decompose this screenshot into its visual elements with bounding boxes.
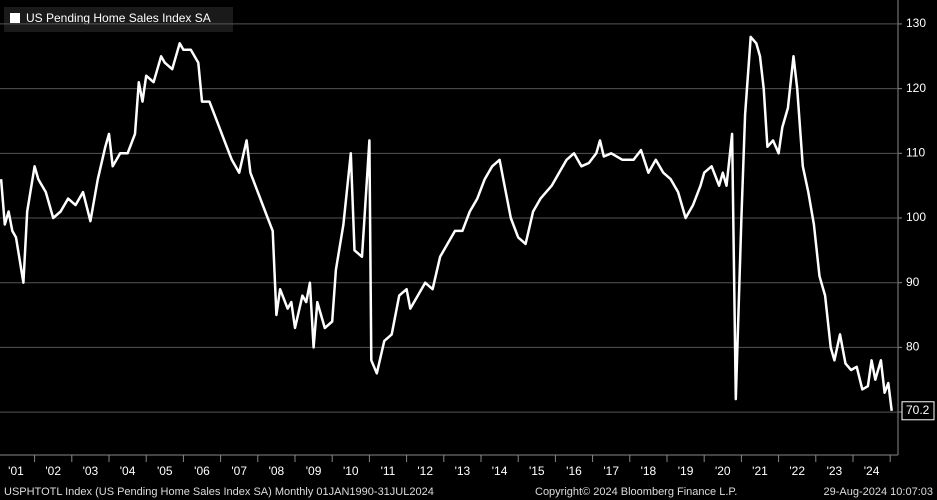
- x-tick-label: '22: [789, 464, 805, 478]
- y-tick-label: 80: [906, 340, 920, 354]
- x-tick-label: '21: [752, 464, 768, 478]
- legend-swatch: [10, 13, 20, 23]
- last-value-box: [901, 401, 935, 421]
- x-tick-label: '05: [157, 464, 173, 478]
- y-tick-label: 130: [906, 16, 926, 30]
- x-tick-label: '04: [120, 464, 136, 478]
- x-tick-label: '03: [83, 464, 99, 478]
- y-tick-label: 120: [906, 81, 926, 95]
- x-tick-label: '09: [306, 464, 322, 478]
- legend-label: US Pending Home Sales Index SA: [26, 11, 211, 25]
- y-tick-label: 110: [906, 145, 925, 159]
- x-tick-label: '15: [529, 464, 545, 478]
- y-tick-label: 100: [906, 210, 926, 224]
- x-tick-label: '01: [8, 464, 24, 478]
- x-tick-label: '10: [343, 464, 359, 478]
- last-value-label: 70.2: [906, 403, 930, 417]
- y-tick-label: 90: [906, 275, 920, 289]
- x-tick-label: '08: [269, 464, 285, 478]
- footer-date: 29-Aug-2024 10:07:03: [824, 486, 933, 498]
- x-tick-label: '20: [715, 464, 731, 478]
- x-tick-label: '13: [455, 464, 471, 478]
- x-tick-label: '12: [417, 464, 433, 478]
- x-tick-label: '11: [381, 464, 396, 478]
- x-tick-label: '19: [678, 464, 694, 478]
- x-tick-label: '14: [492, 464, 508, 478]
- x-tick-label: '18: [641, 464, 657, 478]
- legend-box: [4, 7, 233, 32]
- x-tick-label: '24: [864, 464, 880, 478]
- x-tick-label: '16: [566, 464, 582, 478]
- x-tick-label: '23: [827, 464, 843, 478]
- footer-copyright: Copyright© 2024 Bloomberg Finance L.P.: [535, 486, 737, 498]
- footer-source: USPHTOTL Index (US Pending Home Sales In…: [4, 486, 434, 498]
- x-tick-label: '17: [603, 464, 619, 478]
- x-tick-label: '02: [45, 464, 61, 478]
- x-tick-label: '07: [231, 464, 247, 478]
- x-tick-label: '06: [194, 464, 210, 478]
- line: [0, 35, 893, 411]
